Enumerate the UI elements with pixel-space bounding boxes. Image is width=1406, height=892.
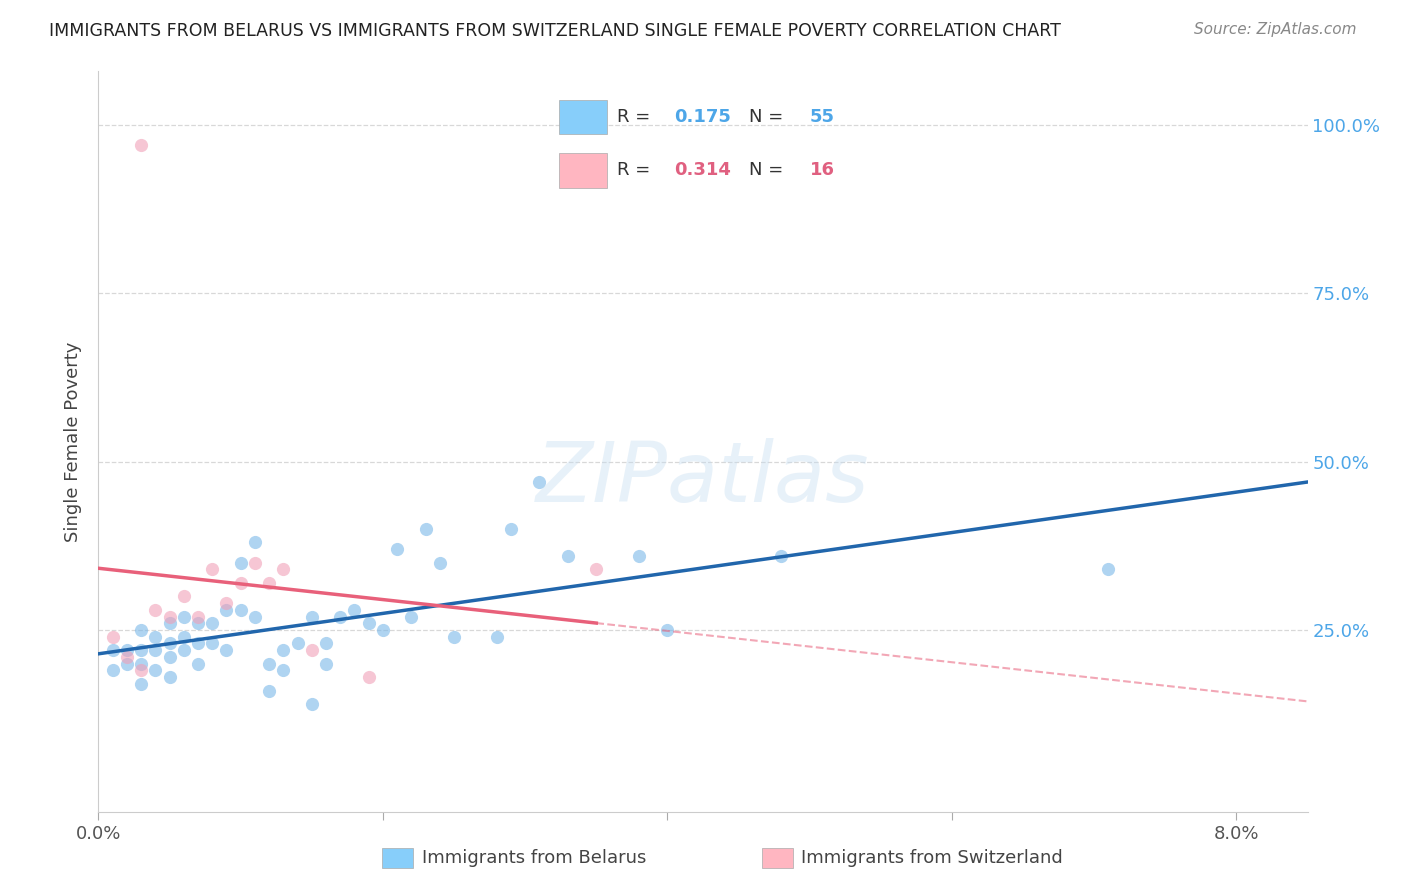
Point — [585, 562, 607, 576]
Point — [257, 657, 280, 671]
Text: ZIPatlas: ZIPatlas — [536, 438, 870, 519]
Point — [257, 683, 280, 698]
Point — [173, 609, 195, 624]
Point — [187, 657, 209, 671]
Point — [273, 664, 295, 678]
Point — [159, 670, 181, 684]
Point — [215, 596, 238, 610]
Point — [357, 616, 380, 631]
Point — [201, 636, 224, 650]
Point — [173, 630, 195, 644]
Point — [499, 522, 522, 536]
Point — [129, 623, 152, 637]
Point — [187, 616, 209, 631]
Point — [357, 670, 380, 684]
Point — [159, 616, 181, 631]
Text: IMMIGRANTS FROM BELARUS VS IMMIGRANTS FROM SWITZERLAND SINGLE FEMALE POVERTY COR: IMMIGRANTS FROM BELARUS VS IMMIGRANTS FR… — [49, 22, 1062, 40]
Point — [201, 616, 224, 631]
Point — [187, 609, 209, 624]
Point — [657, 623, 679, 637]
Point — [415, 522, 437, 536]
Point — [215, 603, 238, 617]
Point — [485, 630, 508, 644]
Point — [129, 643, 152, 657]
Point — [429, 556, 451, 570]
Point — [101, 664, 124, 678]
Y-axis label: Single Female Poverty: Single Female Poverty — [65, 342, 83, 541]
Point — [243, 556, 266, 570]
Text: Immigrants from Belarus: Immigrants from Belarus — [422, 849, 647, 867]
Text: Immigrants from Switzerland: Immigrants from Switzerland — [801, 849, 1063, 867]
Point — [273, 643, 295, 657]
Point — [115, 643, 138, 657]
Point — [329, 609, 352, 624]
Point — [229, 575, 252, 590]
Point — [201, 562, 224, 576]
Point — [129, 657, 152, 671]
Point — [143, 603, 166, 617]
Point — [301, 609, 323, 624]
Point — [115, 649, 138, 664]
Point — [401, 609, 423, 624]
Point — [557, 549, 579, 563]
Point — [315, 636, 337, 650]
Point — [315, 657, 337, 671]
Point — [101, 630, 124, 644]
Point — [627, 549, 650, 563]
Point — [229, 603, 252, 617]
Point — [173, 590, 195, 604]
Point — [1097, 562, 1119, 576]
Point — [159, 649, 181, 664]
Point — [443, 630, 465, 644]
Point — [129, 664, 152, 678]
Point — [143, 664, 166, 678]
Point — [273, 562, 295, 576]
Point — [287, 636, 309, 650]
Point — [143, 630, 166, 644]
Point — [143, 643, 166, 657]
Text: Source: ZipAtlas.com: Source: ZipAtlas.com — [1194, 22, 1357, 37]
Point — [301, 697, 323, 711]
Point — [187, 636, 209, 650]
Point — [343, 603, 366, 617]
Point — [173, 643, 195, 657]
Point — [301, 643, 323, 657]
Point — [129, 138, 152, 153]
Point — [770, 549, 793, 563]
Point — [101, 643, 124, 657]
Point — [159, 636, 181, 650]
Point — [371, 623, 394, 637]
Point — [529, 475, 551, 489]
Point — [257, 575, 280, 590]
Point — [243, 609, 266, 624]
Point — [385, 542, 408, 557]
Point — [129, 677, 152, 691]
Point — [243, 535, 266, 549]
Point — [229, 556, 252, 570]
Point — [159, 609, 181, 624]
Point — [215, 643, 238, 657]
Point — [115, 657, 138, 671]
